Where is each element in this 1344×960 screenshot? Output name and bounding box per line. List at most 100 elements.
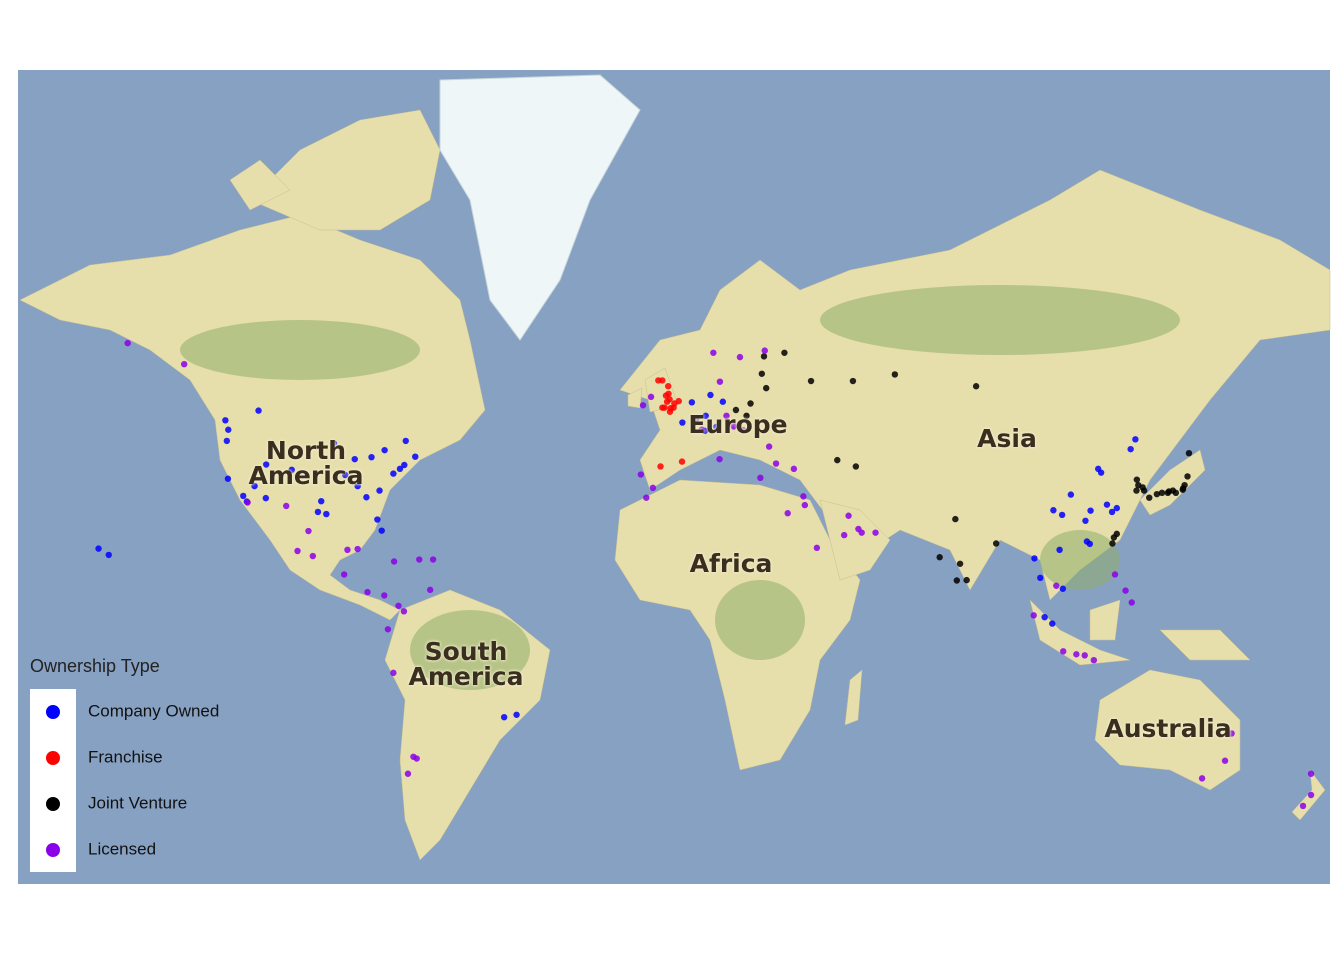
- point: [410, 753, 417, 760]
- point: [679, 419, 686, 426]
- point: [255, 407, 262, 414]
- point: [647, 393, 655, 401]
- point: [972, 383, 980, 390]
- point: [376, 487, 383, 494]
- point: [639, 402, 647, 409]
- continent-label: South America: [408, 637, 524, 691]
- point: [852, 463, 860, 470]
- point: [1128, 599, 1135, 606]
- point: [1172, 489, 1180, 497]
- point: [240, 492, 247, 500]
- point: [1146, 494, 1153, 501]
- point: [1221, 757, 1229, 764]
- point: [956, 560, 964, 567]
- point: [305, 527, 312, 535]
- point: [855, 525, 862, 533]
- point: [807, 377, 815, 385]
- point: [309, 552, 317, 560]
- legend-label: Licensed: [88, 839, 156, 858]
- point: [1135, 481, 1142, 489]
- point: [340, 571, 348, 578]
- point: [1056, 546, 1063, 554]
- point: [693, 415, 700, 422]
- point: [1086, 540, 1094, 548]
- point: [763, 384, 770, 392]
- point: [390, 669, 397, 677]
- point: [429, 556, 437, 563]
- point: [390, 558, 398, 565]
- point: [743, 412, 750, 419]
- point: [390, 470, 397, 477]
- point: [1081, 652, 1088, 659]
- legend-box: [30, 689, 76, 872]
- point: [1299, 802, 1307, 810]
- point: [710, 349, 717, 356]
- point: [262, 494, 270, 502]
- point: [368, 453, 375, 461]
- point: [1184, 473, 1191, 480]
- point: [936, 554, 943, 561]
- point: [400, 608, 408, 615]
- point: [222, 417, 229, 424]
- point: [1049, 620, 1056, 627]
- point: [323, 510, 330, 518]
- point: [1087, 507, 1094, 514]
- point: [772, 460, 780, 467]
- point: [1158, 489, 1166, 497]
- point: [318, 497, 325, 505]
- point: [354, 482, 361, 490]
- point: [1110, 534, 1118, 541]
- point: [381, 446, 388, 454]
- point: [1041, 613, 1048, 621]
- point: [790, 465, 798, 473]
- continent-label: North America: [248, 436, 364, 490]
- point: [784, 510, 791, 517]
- legend-marker: [46, 751, 60, 765]
- point: [1108, 508, 1116, 516]
- point: [1097, 469, 1105, 476]
- continent-label: Africa: [689, 549, 773, 578]
- point: [378, 527, 385, 534]
- point: [1185, 449, 1193, 457]
- greenland: [439, 74, 641, 341]
- point: [678, 458, 686, 465]
- point: [342, 471, 349, 479]
- point: [657, 463, 664, 470]
- point: [702, 412, 709, 419]
- continent-label: Asia: [977, 424, 1037, 453]
- point: [1030, 612, 1037, 619]
- point: [180, 360, 188, 368]
- point: [1059, 585, 1067, 592]
- point: [314, 508, 322, 516]
- point: [244, 499, 251, 506]
- points: [95, 339, 1315, 810]
- point: [834, 456, 841, 464]
- point: [412, 453, 419, 460]
- legend-marker: [46, 843, 60, 857]
- continent-label: Australia: [1104, 714, 1232, 743]
- legend: Company Owned Franchise Joint Venture Licen…: [46, 701, 219, 858]
- point: [643, 494, 650, 501]
- point: [513, 711, 520, 718]
- legend-marker: [46, 797, 60, 811]
- legend-title: Ownership Type: [30, 656, 160, 676]
- point: [716, 455, 723, 463]
- point: [655, 377, 662, 384]
- point: [758, 370, 766, 377]
- point: [719, 398, 727, 405]
- legend-marker: [46, 705, 60, 719]
- point: [761, 347, 768, 354]
- point: [760, 353, 768, 360]
- point: [1103, 501, 1111, 508]
- point: [1082, 517, 1089, 524]
- point: [747, 400, 754, 407]
- point: [736, 353, 744, 361]
- point: [402, 437, 409, 445]
- point: [364, 588, 371, 596]
- point: [1031, 555, 1038, 562]
- point: [813, 544, 821, 552]
- point: [294, 547, 301, 555]
- point: [223, 437, 231, 445]
